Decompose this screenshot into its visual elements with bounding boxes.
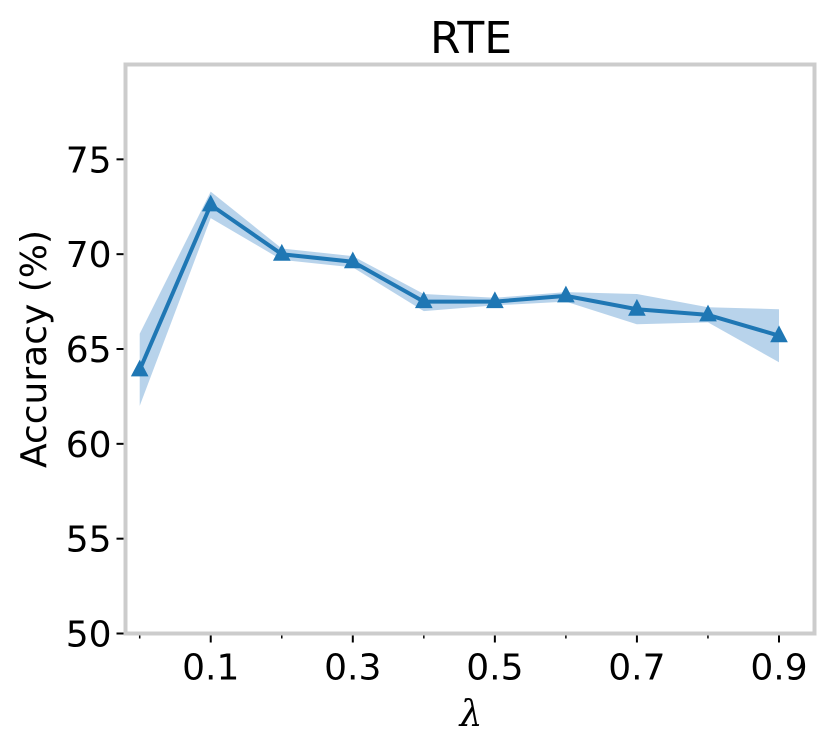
x-tick-label: 0.3 bbox=[324, 648, 381, 689]
x-axis-label: λ bbox=[458, 694, 483, 735]
data-point-marker bbox=[272, 243, 291, 261]
tick-layer: 50 55 60 65 70 75 0.1 0.3 0.5 0.7 0.9 bbox=[66, 140, 808, 688]
x-tick-label: 0.7 bbox=[608, 648, 665, 689]
y-tick-label: 55 bbox=[66, 520, 112, 561]
chart-title: RTE bbox=[430, 13, 512, 64]
data-point-marker bbox=[770, 325, 788, 343]
x-tick-label: 0.1 bbox=[182, 648, 239, 689]
plot-frame bbox=[123, 62, 817, 636]
y-tick-label: 70 bbox=[66, 235, 112, 276]
y-tick-label: 50 bbox=[66, 615, 112, 656]
y-tick-label: 60 bbox=[66, 425, 112, 466]
series-line-layer bbox=[137, 202, 781, 372]
confidence-band-layer bbox=[139, 191, 779, 406]
data-point-marker bbox=[486, 291, 504, 309]
data-point-marker bbox=[699, 304, 717, 322]
data-point-marker bbox=[557, 285, 575, 303]
y-axis-label: Accuracy (%) bbox=[14, 230, 55, 468]
series-line bbox=[137, 202, 781, 372]
x-tick-label: 0.9 bbox=[750, 648, 807, 689]
marker-layer bbox=[130, 194, 788, 377]
data-point-marker bbox=[201, 194, 220, 212]
y-tick-label: 65 bbox=[66, 330, 112, 371]
confidence-band bbox=[139, 191, 779, 406]
data-point-marker bbox=[130, 359, 149, 377]
x-tick-label: 0.5 bbox=[466, 648, 523, 689]
data-point-marker bbox=[343, 251, 362, 269]
y-tick-label: 75 bbox=[66, 140, 112, 181]
data-point-marker bbox=[414, 291, 433, 309]
data-point-marker bbox=[628, 298, 646, 316]
